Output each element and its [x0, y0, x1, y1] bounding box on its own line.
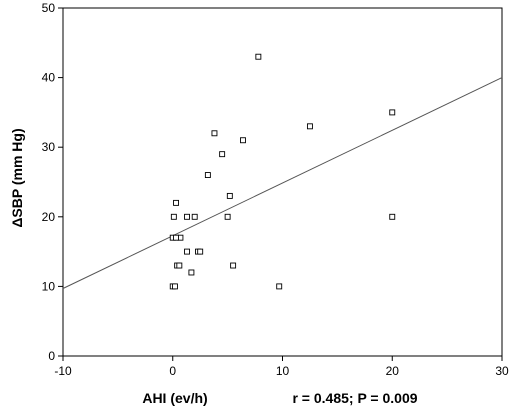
data-point [173, 234, 179, 241]
correlation-annotation: r = 0.485; P = 0.009 [292, 390, 417, 406]
y-axis-label: ΔSBP (mm Hg) [9, 128, 25, 227]
trendline-group [62, 77, 503, 289]
data-point [240, 137, 246, 144]
data-point [211, 130, 218, 137]
data-point [276, 283, 283, 290]
y-tick-label: 40 [42, 71, 56, 85]
y-tick-label: 20 [42, 210, 56, 224]
data-point [176, 262, 183, 269]
data-point [184, 213, 190, 220]
data-point [224, 213, 231, 220]
data-point [188, 269, 195, 276]
y-tick-label: 50 [42, 1, 56, 15]
data-point [255, 53, 262, 60]
y-tick-label: 0 [48, 349, 55, 363]
data-point [204, 172, 211, 178]
y-tick-label: 10 [42, 279, 56, 293]
data-point [389, 109, 396, 116]
x-tick-label: -10 [54, 364, 72, 378]
y-tick-label: 30 [42, 140, 56, 154]
data-point [306, 123, 313, 130]
data-point [197, 248, 204, 255]
data-point [230, 262, 237, 269]
data-points [169, 53, 396, 290]
data-point [170, 213, 177, 220]
x-axis-label: AHI (ev/h) [142, 390, 207, 406]
plot-frame [62, 7, 503, 357]
x-tick-label: 30 [495, 364, 509, 378]
x-tick-label: 0 [169, 364, 176, 378]
data-point [191, 213, 198, 220]
trendline [62, 77, 503, 289]
x-tick-label: 20 [386, 364, 400, 378]
x-tick-label: 10 [276, 364, 290, 378]
data-point [184, 248, 190, 255]
data-point [226, 192, 233, 199]
data-point [171, 283, 178, 290]
data-point [219, 151, 226, 158]
data-point [173, 199, 179, 206]
data-point [389, 213, 396, 220]
